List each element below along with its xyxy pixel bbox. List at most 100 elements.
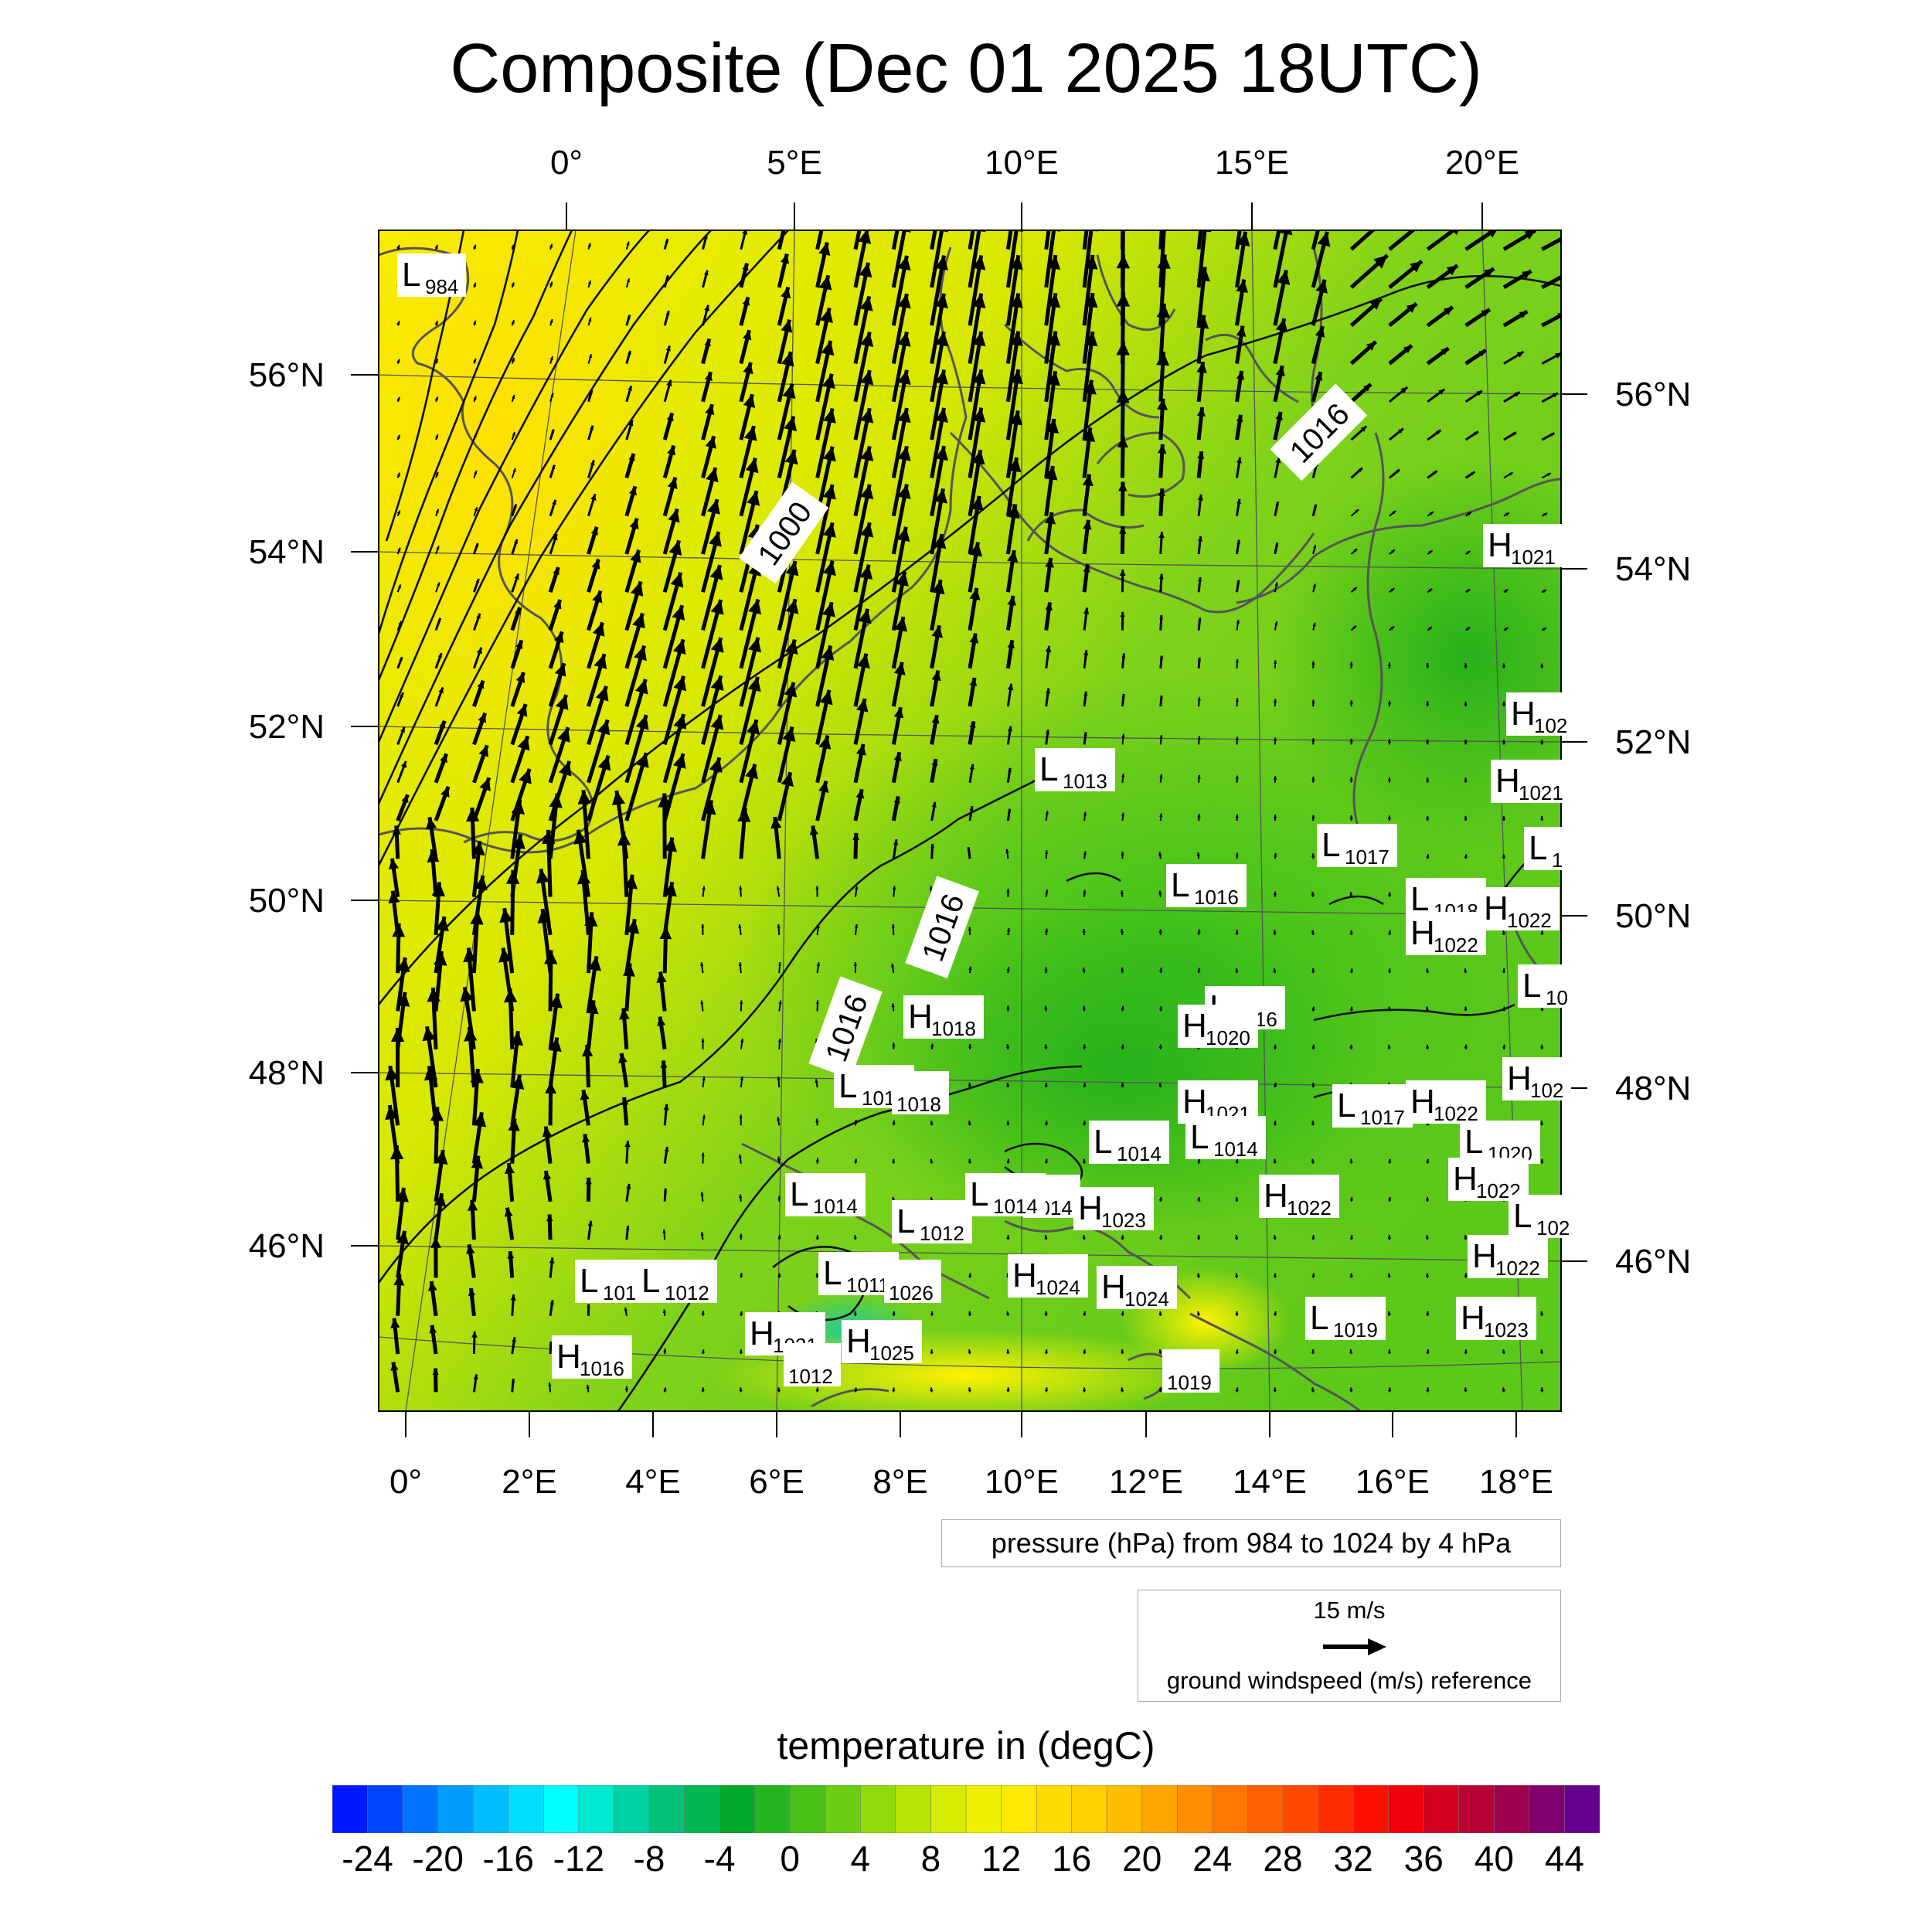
wind-arrow-head: [1196, 1235, 1201, 1239]
wind-arrow-head: [472, 282, 477, 287]
right-lat-label: 50°N: [1615, 897, 1691, 935]
wind-arrow-head: [897, 180, 910, 195]
wind-arrow-head: [465, 808, 480, 822]
wind-arrow-head: [701, 1311, 705, 1315]
wind-arrow-head: [1273, 1349, 1277, 1353]
wind-arrow-head: [1006, 1158, 1010, 1163]
wind-arrow-head: [1044, 1235, 1048, 1239]
wind-arrow-head: [1502, 1387, 1505, 1392]
wind-arrow-head: [781, 219, 788, 229]
wind-arrow-head: [934, 332, 948, 347]
wind-arrow-head: [1312, 622, 1316, 627]
colorbar-swatch: [1177, 1785, 1213, 1833]
low-pressure-label: L 1019: [1305, 1297, 1386, 1342]
low-pressure-label: L 984: [397, 253, 466, 298]
wind-arrow-head: [702, 1114, 706, 1119]
wind-arrow-head: [508, 1118, 520, 1131]
wind-arrow-head: [1120, 890, 1124, 895]
wind-arrow-head: [1428, 588, 1433, 593]
wind-arrow-head: [515, 640, 523, 649]
wind-arrow-head: [742, 263, 749, 271]
wind-arrow-head: [548, 1037, 562, 1053]
wind-arrow-head: [673, 714, 687, 730]
wind-arrow-head: [549, 243, 553, 248]
wind-arrow-head: [968, 1082, 972, 1087]
wind-arrow-head: [930, 1349, 934, 1353]
wind-arrow-head: [1118, 481, 1128, 492]
wind-arrow-head: [1046, 255, 1061, 270]
wind-arrow-head: [1502, 930, 1505, 934]
wind-arrow-head: [1083, 379, 1097, 395]
pressure-center-letter: L: [1171, 866, 1189, 904]
wind-arrow-head: [1273, 1273, 1277, 1277]
wind-arrow-head: [1044, 967, 1048, 971]
wind-arrow-head: [475, 578, 480, 583]
wind-arrow-head: [856, 699, 869, 713]
pressure-center-value: 1014: [813, 1195, 858, 1218]
wind-arrow-head: [1387, 739, 1392, 743]
wind-arrow-head: [1552, 393, 1559, 398]
pressure-center-letter: H: [1472, 1237, 1497, 1275]
wind-arrow-head: [553, 600, 562, 610]
wind-arrow-head: [585, 1177, 592, 1185]
wind-arrow-head: [1426, 854, 1430, 858]
wind-arrow-head: [1044, 1082, 1048, 1087]
pressure-center-letter: H: [1012, 1257, 1037, 1294]
wind-arrow-head: [1311, 1121, 1315, 1125]
wind-arrow-head: [892, 1311, 896, 1315]
wind-arrow-shaft: [1082, 230, 1089, 250]
wind-arrow-head: [1464, 1387, 1468, 1391]
wind-arrow-head: [1196, 362, 1207, 373]
wind-arrow-head: [1273, 1044, 1277, 1049]
wind-arrow-head: [1083, 1349, 1087, 1353]
wind-arrow-head: [738, 1154, 743, 1158]
wind-arrow-head: [385, 1105, 399, 1121]
colorbar-tick-label: -16: [482, 1838, 535, 1879]
wind-arrow-head: [1273, 930, 1277, 934]
wind-arrow-head: [1425, 1235, 1430, 1240]
wind-arrow-head: [859, 564, 873, 580]
wind-arrow-head: [396, 359, 400, 363]
wind-arrow-head: [858, 230, 872, 244]
wind-arrow-head: [968, 1387, 972, 1392]
wind-arrow-head: [1044, 1349, 1049, 1353]
bottom-lon-label: 0°: [389, 1463, 422, 1501]
pressure-center-value: 1025: [869, 1342, 914, 1365]
colorbar-swatch: [402, 1785, 439, 1833]
wind-arrow-head: [474, 507, 478, 512]
wind-arrow-head: [400, 760, 407, 768]
wind-arrow-head: [1045, 811, 1049, 815]
wind-arrow-head: [968, 1273, 972, 1277]
wind-arrow-head: [1512, 432, 1517, 437]
wind-arrow-head: [819, 308, 833, 323]
wind-arrow-head: [1009, 293, 1023, 308]
wind-arrow-head: [859, 296, 873, 311]
wind-arrow-head: [1196, 406, 1206, 417]
wind-arrow-head: [1540, 930, 1544, 934]
wind-arrow-head: [586, 1000, 599, 1015]
wind-arrow-head: [1315, 326, 1325, 338]
pressure-label-box: [785, 1173, 866, 1216]
wind-arrow-head: [670, 572, 684, 588]
wind-arrow-head: [1273, 737, 1277, 742]
left-latitude-labels: 56°N 54°N 52°N 50°N 48°N 46°N: [249, 356, 325, 1265]
wind-arrow-head: [1540, 1044, 1544, 1049]
wind-arrow-head: [1273, 1158, 1277, 1163]
wind-arrow-head: [516, 704, 528, 717]
wind-arrow-head: [705, 404, 715, 416]
wind-arrow-head: [473, 1112, 487, 1128]
wind-arrow-head: [968, 1121, 971, 1125]
cool-region-east: [1267, 456, 1561, 858]
colorbar-tick-label: 44: [1544, 1838, 1585, 1879]
wind-arrow-head: [1396, 469, 1400, 474]
pressure-label-box: [637, 1260, 717, 1303]
wind-arrow-head: [1425, 1006, 1430, 1011]
wind-arrow-head: [665, 239, 668, 243]
wind-arrow-head: [473, 358, 477, 362]
pressure-center-letter: H: [1507, 1060, 1532, 1097]
wind-arrow-head: [1540, 663, 1544, 668]
wind-arrow-head: [1044, 850, 1049, 855]
